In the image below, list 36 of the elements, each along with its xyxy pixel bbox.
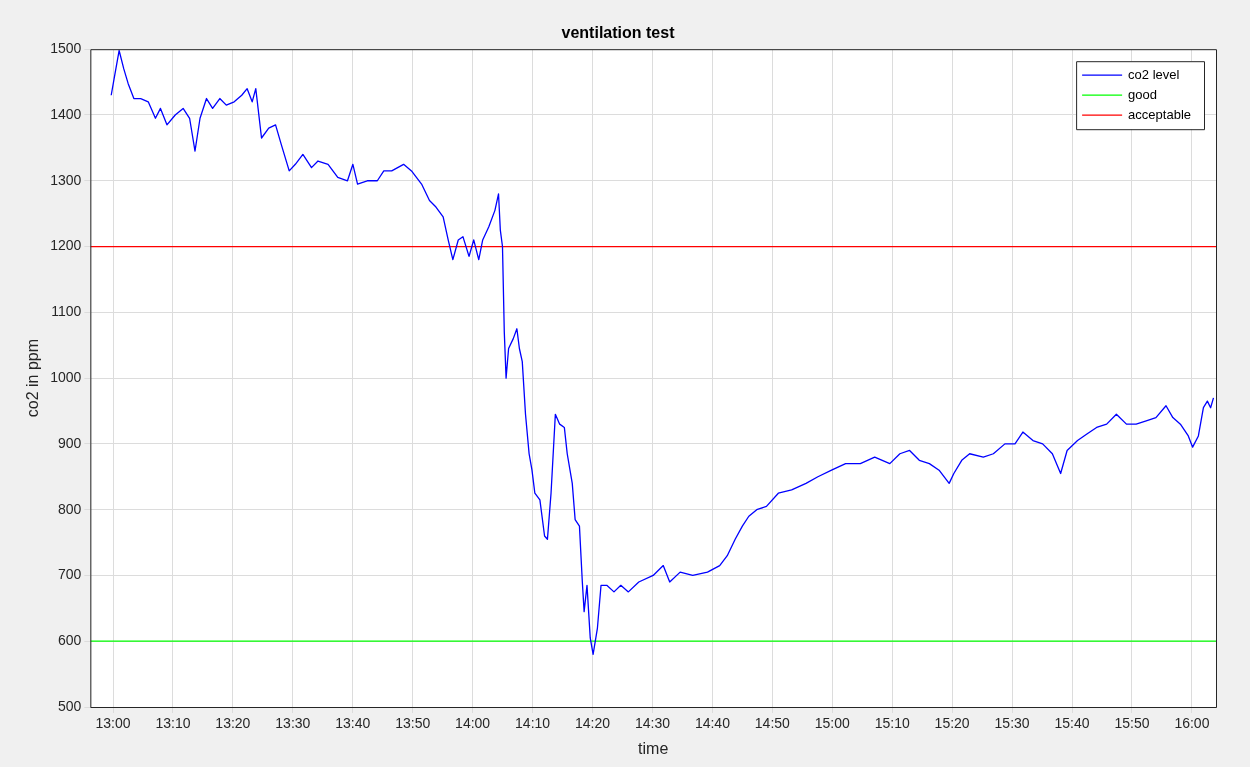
x-tick-label: 14:40 — [694, 715, 731, 732]
x-tick-label: 13:20 — [215, 715, 251, 732]
y-tick-label: 1400 — [50, 105, 82, 122]
x-tick-label: 13:40 — [335, 715, 371, 732]
y-tick-label: 600 — [57, 632, 82, 649]
y-tick-label: 1000 — [50, 368, 82, 385]
y-tick-label: 900 — [57, 434, 82, 451]
y-tick-label: 1100 — [51, 303, 82, 320]
x-axis-title: time — [638, 739, 669, 757]
legend-label: good — [1128, 86, 1158, 102]
x-tick-label: 14:10 — [515, 715, 551, 732]
y-tick-label: 800 — [57, 500, 82, 517]
legend-label: co2 level — [1128, 66, 1180, 82]
x-tick-label: 13:00 — [95, 715, 131, 732]
x-tick-label: 14:50 — [754, 715, 791, 732]
x-tick-label: 15:10 — [874, 715, 910, 732]
x-tick-label: 13:10 — [155, 715, 191, 732]
x-tick-label: 14:20 — [574, 715, 611, 732]
chart-title: ventilation test — [561, 24, 676, 42]
y-axis-title: co2 in ppm — [24, 338, 42, 418]
x-tick-label: 13:30 — [275, 715, 311, 732]
x-tick-label: 16:00 — [1174, 715, 1210, 732]
y-tick-label: 500 — [57, 697, 82, 714]
y-tick-label: 1300 — [50, 171, 82, 188]
x-tick-label: 15:00 — [814, 715, 850, 732]
x-tick-label: 15:40 — [1054, 715, 1090, 732]
x-tick-label: 15:50 — [1114, 715, 1150, 732]
legend-label: acceptable — [1128, 106, 1192, 122]
x-tick-label: 14:00 — [455, 715, 491, 732]
x-tick-label: 14:30 — [634, 715, 671, 732]
x-tick-label: 13:50 — [395, 715, 431, 732]
y-tick-label: 700 — [57, 566, 82, 583]
y-tick-label: 1200 — [50, 237, 82, 254]
x-tick-label: 15:30 — [994, 715, 1030, 732]
y-tick-label: 1500 — [50, 40, 82, 57]
x-tick-label: 15:20 — [934, 715, 970, 732]
